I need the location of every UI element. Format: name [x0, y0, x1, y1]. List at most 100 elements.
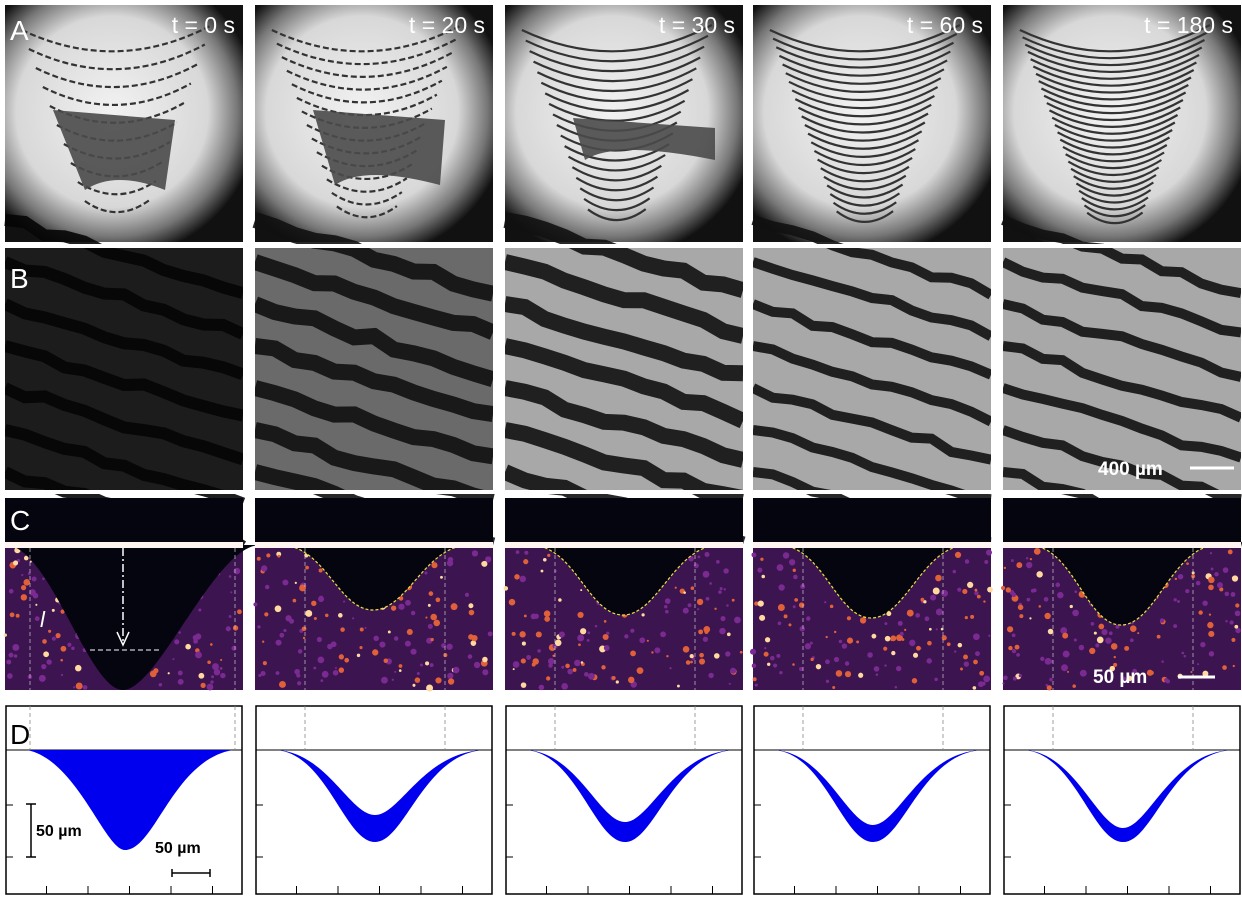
speckle	[955, 552, 961, 558]
speckle	[52, 609, 55, 612]
speckle	[1111, 643, 1118, 650]
speckle	[942, 635, 947, 640]
speckle	[982, 682, 986, 686]
speckle	[825, 636, 827, 638]
speckle	[10, 612, 15, 617]
speckle	[1044, 613, 1050, 619]
photo-c-top	[5, 498, 243, 543]
photo-c-top	[753, 498, 991, 543]
speckle	[965, 616, 968, 619]
speckle	[718, 590, 722, 594]
speckle	[714, 608, 716, 610]
speckle	[178, 671, 183, 676]
speckle	[1072, 610, 1079, 617]
speckle	[360, 628, 364, 632]
speckle	[150, 671, 157, 678]
speckle	[912, 678, 917, 683]
speckle	[984, 560, 988, 564]
speckle	[430, 638, 433, 641]
time-label: t = 60 s	[907, 12, 983, 38]
speckle	[967, 582, 973, 588]
speckle	[750, 649, 756, 655]
speckle	[509, 599, 516, 606]
speckle	[541, 570, 544, 573]
speckle	[1095, 643, 1099, 647]
speckle	[381, 677, 388, 684]
speckle	[929, 628, 932, 631]
speckle	[805, 643, 811, 649]
speckle	[546, 676, 550, 680]
speckle	[172, 658, 174, 660]
speckle	[261, 671, 266, 676]
speckle	[1003, 675, 1008, 680]
speckle	[474, 662, 480, 668]
scale-bar-label: 50 µm	[1093, 667, 1147, 688]
speckle	[275, 605, 282, 612]
speckle	[283, 629, 286, 632]
speckle	[732, 599, 735, 602]
speckle	[430, 614, 437, 621]
speckle	[847, 616, 851, 620]
speckle	[577, 635, 584, 642]
speckle	[665, 598, 671, 604]
speckle	[12, 644, 19, 651]
speckle	[174, 639, 179, 644]
speckle	[83, 685, 88, 690]
speckle	[1055, 583, 1060, 588]
speckle	[226, 626, 231, 631]
plot-d	[256, 706, 492, 894]
speckle	[1048, 629, 1054, 635]
speckle	[338, 613, 343, 618]
speckle	[504, 586, 509, 591]
speckle	[420, 663, 423, 666]
speckle	[1209, 651, 1214, 656]
speckle	[333, 670, 339, 676]
speckle	[1210, 552, 1212, 554]
speckle	[957, 588, 961, 592]
speckle	[842, 643, 847, 648]
speckle	[76, 683, 83, 690]
speckle	[1057, 592, 1064, 599]
speckle	[834, 657, 839, 662]
speckle	[1208, 577, 1215, 584]
speckle	[428, 604, 431, 607]
speckle	[726, 604, 729, 607]
speckle	[1185, 589, 1189, 593]
speckle	[574, 660, 581, 667]
speckle	[319, 569, 323, 573]
time-label: t = 180 s	[1144, 12, 1233, 38]
speckle	[430, 663, 434, 667]
speckle	[1130, 638, 1134, 642]
speckle	[210, 643, 213, 646]
speckle	[7, 673, 13, 679]
speckle	[683, 608, 689, 614]
speckle	[1008, 646, 1012, 650]
panel-label: A	[10, 15, 29, 46]
speckle	[537, 649, 541, 653]
time-label: t = 30 s	[659, 12, 735, 38]
speckle	[825, 659, 830, 664]
speckle	[1211, 567, 1214, 570]
speckle	[1174, 598, 1177, 601]
speckle	[704, 552, 709, 557]
speckle	[220, 659, 222, 661]
speckle	[1006, 587, 1011, 592]
speckle	[344, 658, 349, 663]
speckle	[584, 672, 589, 677]
speckle	[926, 658, 931, 663]
speckle	[860, 617, 866, 623]
speckle	[339, 667, 345, 673]
speckle	[264, 612, 268, 616]
speckle	[42, 639, 47, 644]
speckle	[399, 669, 402, 672]
speckle	[703, 571, 710, 578]
speckle	[559, 631, 565, 637]
speckle	[319, 596, 323, 600]
speckle	[523, 559, 528, 564]
speckle	[392, 679, 394, 681]
speckle	[588, 673, 595, 680]
speckle	[1235, 603, 1239, 607]
speckle	[758, 601, 764, 607]
speckle	[67, 643, 71, 647]
speckle	[424, 572, 427, 575]
